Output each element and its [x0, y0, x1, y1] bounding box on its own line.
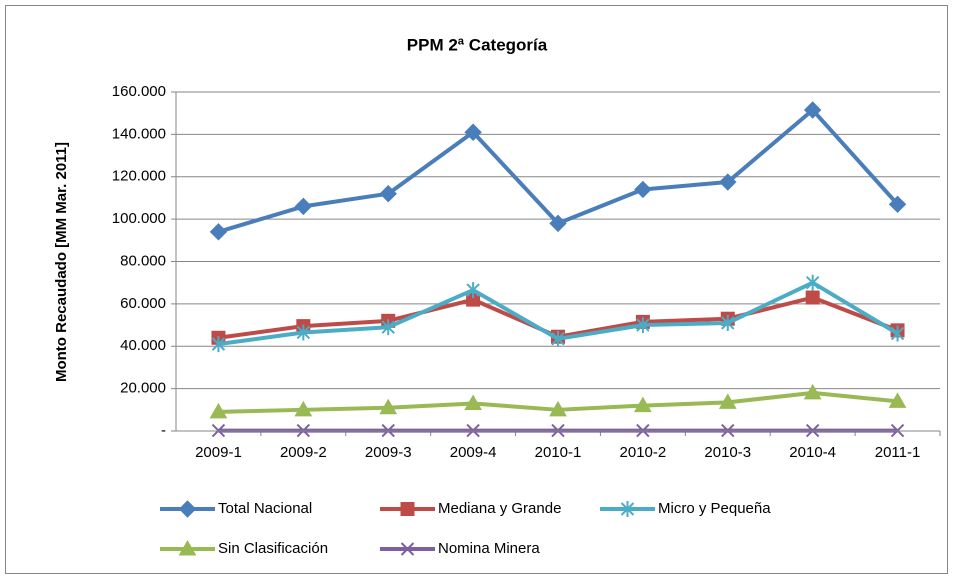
marker: [803, 101, 822, 119]
marker: [464, 123, 482, 141]
x-tick-label: 2010-2: [620, 444, 667, 461]
y-tick-label: 60.000: [120, 295, 166, 312]
y-tick-label: 20.000: [120, 380, 166, 397]
marker: [296, 324, 311, 341]
marker: [888, 392, 907, 408]
y-tick-label: 100.000: [112, 210, 166, 227]
x-tick-label: 2010-1: [535, 444, 582, 461]
marker: [551, 330, 565, 347]
marker: [803, 383, 822, 400]
y-axis-label: Monto Recaudado [MM Mar. 2011]: [53, 142, 70, 382]
marker: [211, 336, 226, 353]
marker: [379, 184, 397, 203]
marker: [178, 539, 197, 556]
marker: [718, 393, 737, 409]
marker: [549, 400, 567, 417]
y-tick-label: -: [161, 422, 166, 439]
marker: [379, 398, 398, 415]
marker: [294, 400, 313, 417]
x-tick-label: 2010-4: [789, 444, 836, 461]
marker: [464, 394, 482, 410]
marker: [209, 402, 228, 419]
marker: [805, 290, 820, 305]
marker: [721, 314, 735, 331]
y-tick-label: 160.000: [112, 83, 166, 100]
x-tick-label: 2010-3: [704, 444, 751, 461]
marker: [636, 317, 650, 334]
marker: [888, 195, 907, 214]
marker: [400, 502, 415, 516]
marker: [620, 501, 635, 517]
x-tick-label: 2009-1: [195, 444, 242, 461]
marker: [400, 542, 415, 556]
legend-label: Total Nacional: [218, 500, 312, 517]
y-tick-label: 140.000: [112, 125, 166, 142]
marker: [890, 325, 905, 342]
x-tick-label: 2011-1: [875, 444, 921, 461]
legend-label: Nomina Minera: [438, 540, 540, 557]
marker: [634, 396, 652, 413]
marker: [719, 173, 737, 191]
legend-label: Mediana y Grande: [438, 500, 561, 517]
marker: [178, 500, 197, 518]
marker: [294, 197, 313, 216]
legend-label: Micro y Pequeña: [658, 500, 771, 517]
x-tick-label: 2009-3: [365, 444, 412, 461]
marker: [805, 274, 820, 291]
y-tick-label: 120.000: [112, 168, 166, 185]
marker: [209, 223, 228, 241]
x-tick-label: 2009-2: [280, 444, 327, 461]
marker: [549, 214, 567, 233]
chart-border: [5, 5, 948, 574]
y-tick-label: 80.000: [120, 252, 166, 269]
marker: [466, 282, 480, 299]
legend-label: Sin Clasificación: [218, 540, 328, 557]
chart-title: PPM 2ª Categoría: [407, 35, 548, 54]
x-tick-label: 2009-4: [450, 444, 497, 461]
y-tick-label: 40.000: [120, 337, 166, 354]
marker: [381, 319, 395, 336]
marker: [634, 180, 652, 199]
